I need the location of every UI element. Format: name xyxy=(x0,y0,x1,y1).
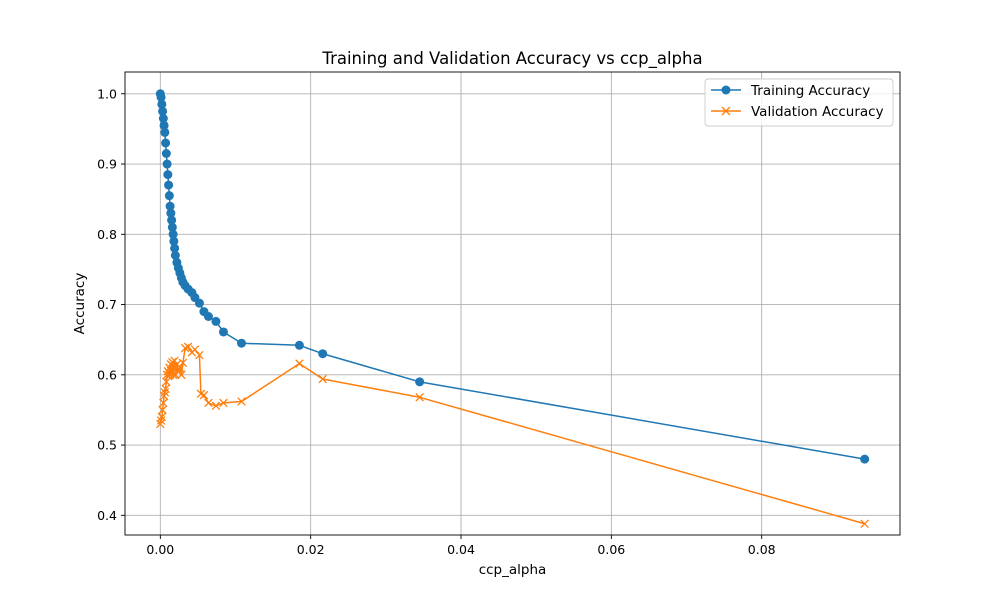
data-point-training xyxy=(294,340,304,350)
x-tick-label: 0.08 xyxy=(748,542,776,557)
data-point-training xyxy=(161,148,171,158)
data-point-validation xyxy=(157,412,167,422)
data-point-validation xyxy=(190,345,200,354)
legend-marker-training xyxy=(721,85,731,95)
x-tick-label: 0.04 xyxy=(447,542,475,557)
x-tick-label: 0.00 xyxy=(146,542,174,557)
data-point-training xyxy=(170,243,180,253)
data-point-training xyxy=(167,222,177,232)
plot-frame xyxy=(124,71,901,536)
data-point-validation xyxy=(183,342,193,351)
data-point-validation xyxy=(162,377,171,387)
data-point-training xyxy=(163,170,173,180)
data-point-validation xyxy=(237,397,246,406)
y-tick-label: 0.6 xyxy=(97,367,117,382)
data-point-training xyxy=(203,311,213,321)
data-point-validation xyxy=(415,393,424,402)
data-point-validation xyxy=(860,519,869,529)
data-point-training xyxy=(159,120,169,130)
data-point-training xyxy=(167,215,177,225)
data-point-training xyxy=(170,250,180,260)
y-tick-label: 0.4 xyxy=(97,508,117,523)
data-point-validation xyxy=(161,384,170,394)
series-layer xyxy=(155,89,870,529)
y-tick-label: 0.8 xyxy=(97,227,117,242)
data-point-training xyxy=(166,208,176,218)
x-tick-label: 0.06 xyxy=(597,542,625,557)
data-point-training xyxy=(156,92,166,102)
data-point-validation xyxy=(318,374,327,384)
x-axis-label: ccp_alpha xyxy=(479,562,547,578)
data-point-validation xyxy=(159,398,168,408)
y-tick-label: 0.5 xyxy=(97,438,117,453)
data-point-validation xyxy=(199,390,209,400)
data-point-validation xyxy=(204,398,213,408)
x-tick-label: 0.02 xyxy=(297,542,325,557)
data-point-training xyxy=(318,349,328,359)
data-point-training xyxy=(158,106,168,116)
chart-title: Training and Validation Accuracy vs ccp_… xyxy=(321,49,702,69)
data-point-validation xyxy=(168,370,178,380)
data-point-training xyxy=(415,377,425,387)
legend-label-validation: Validation Accuracy xyxy=(751,104,884,120)
data-point-training xyxy=(164,180,174,190)
y-tick-label: 0.7 xyxy=(97,297,117,312)
y-tick-label: 0.9 xyxy=(97,157,117,172)
data-point-validation xyxy=(175,363,185,373)
data-point-training xyxy=(165,201,175,211)
data-point-validation xyxy=(211,401,221,410)
data-point-validation xyxy=(219,398,228,408)
data-point-training xyxy=(168,229,178,239)
y-tick-label: 1.0 xyxy=(97,86,117,101)
legend: Training Accuracy Validation Accuracy xyxy=(704,78,894,127)
series-validation xyxy=(156,342,869,529)
tick-layer: 0.00 0.02 0.04 0.06 0.08 0.4 0.5 0.6 0.7 0.8 0.9 1.… xyxy=(97,86,776,557)
y-axis-label: Accuracy xyxy=(72,273,88,335)
data-point-training xyxy=(164,191,174,201)
data-point-training xyxy=(158,113,168,123)
data-point-training xyxy=(169,236,179,246)
data-point-training xyxy=(211,316,221,326)
legend-label-training: Training Accuracy xyxy=(750,83,870,99)
data-point-validation xyxy=(177,370,186,380)
legend-marker-validation xyxy=(721,106,731,116)
grid-layer xyxy=(125,72,900,535)
data-point-validation xyxy=(158,405,167,415)
data-point-training xyxy=(161,138,171,148)
data-point-training xyxy=(237,338,247,348)
legend-box xyxy=(704,78,894,127)
data-point-training xyxy=(218,327,228,337)
data-point-training xyxy=(157,99,167,109)
data-point-training xyxy=(162,159,172,169)
series-training xyxy=(155,89,870,464)
data-point-training xyxy=(194,298,204,308)
data-point-validation xyxy=(195,350,204,360)
data-point-training xyxy=(160,127,170,137)
data-point-validation xyxy=(295,359,304,368)
data-point-validation xyxy=(178,358,188,368)
data-point-training xyxy=(860,454,870,464)
